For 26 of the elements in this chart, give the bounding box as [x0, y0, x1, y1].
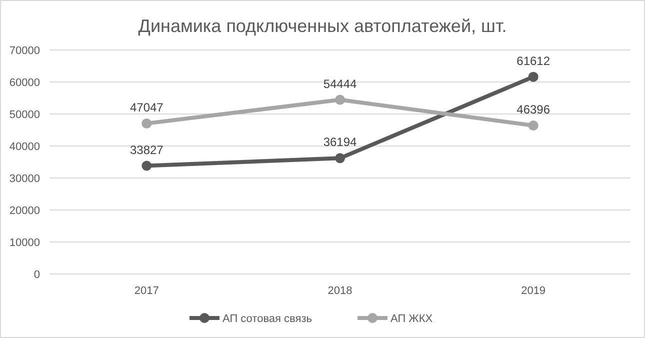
point [335, 94, 345, 105]
y-tick-label: 0 [34, 269, 40, 281]
y-tick-label: 30000 [9, 173, 40, 185]
point [335, 153, 345, 164]
data-label: 33827 [130, 142, 164, 157]
y-tick-label: 20000 [9, 205, 40, 217]
data-label: 36194 [323, 135, 358, 150]
data-label: 54444 [323, 76, 358, 91]
point [142, 118, 152, 128]
legend-label: АП сотовая связь [222, 313, 312, 325]
data-label: 61612 [516, 54, 550, 68]
point [528, 120, 538, 131]
x-tick-label: 2019 [521, 285, 546, 297]
y-tick-label: 10000 [9, 237, 40, 249]
y-tick-label: 50000 [9, 109, 40, 121]
data-label: 46396 [516, 102, 550, 117]
x-tick-label: 2017 [134, 285, 159, 297]
y-tick-label: 70000 [9, 45, 40, 57]
x-tick-label: 2018 [328, 285, 352, 297]
point [528, 72, 538, 82]
y-tick-label: 40000 [9, 141, 40, 153]
data-label: 47047 [130, 100, 164, 114]
chart-title: Динамика подключенных автоплатежей, шт. [138, 16, 507, 36]
point [142, 160, 152, 171]
legend-label: АП ЖКХ [390, 313, 434, 325]
y-tick-label: 60000 [9, 77, 40, 89]
